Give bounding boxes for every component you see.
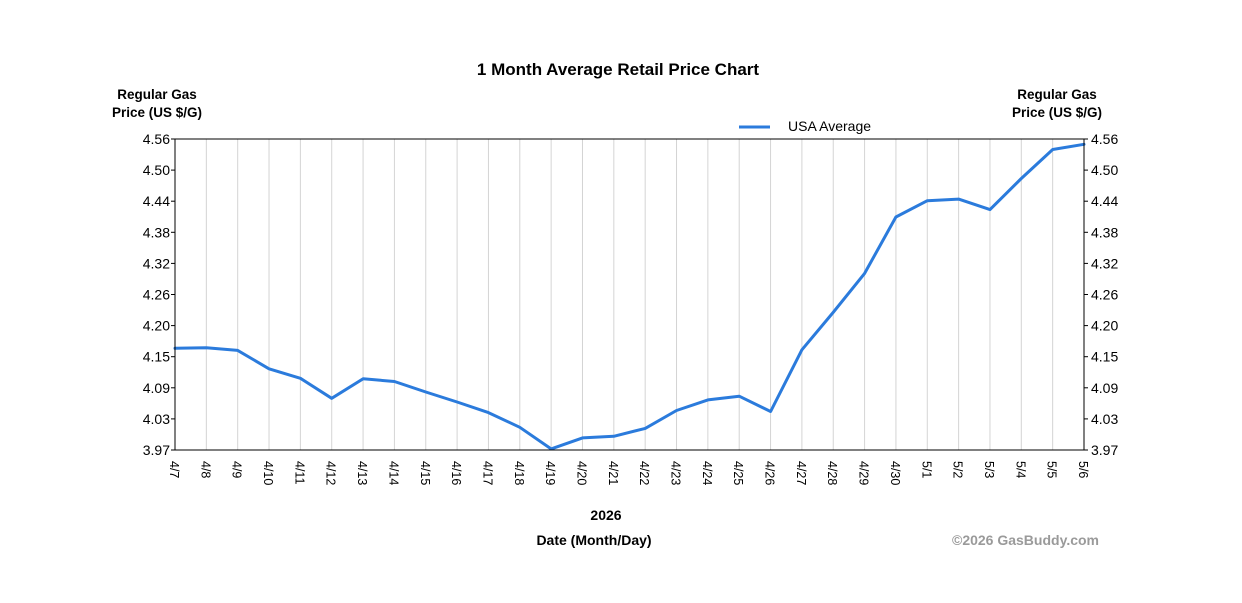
y-tick-label-left: 4.15 [143,349,170,365]
y-axis-label-right-line2: Price (US $/G) [1012,105,1102,120]
x-tick-label: 5/3 [982,461,996,478]
x-tick-label: 4/11 [292,461,306,484]
x-tick-label: 4/19 [543,461,557,485]
y-tick-label-right: 4.44 [1091,193,1118,209]
x-tick-label: 4/28 [825,461,839,485]
x-axis-label: Date (Month/Day) [536,532,651,548]
x-tick-label: 4/12 [324,461,338,485]
y-tick-label-right: 4.50 [1091,162,1118,178]
legend-label: USA Average [788,118,871,134]
x-tick-label: 5/1 [919,461,933,478]
x-tick-label: 4/29 [857,461,871,485]
legend: USA Average [739,118,871,134]
y-tick-label-right: 4.26 [1091,287,1118,303]
x-tick-label: 4/21 [606,461,620,485]
chart-title: 1 Month Average Retail Price Chart [477,60,759,79]
y-tick-label-left: 4.38 [143,224,170,240]
x-tick-label: 4/10 [261,461,275,485]
tick-layer: 4/7 4/8 4/9 4/10 4/11 4/12 4/13 4/14 4/15 4/16 4/1… [143,131,1119,485]
x-tick-label: 4/13 [355,461,369,485]
x-tick-label: 4/8 [198,461,212,478]
x-tick-label: 4/7 [167,461,181,478]
y-tick-label-left: 4.26 [143,287,170,303]
y-tick-label-right: 4.38 [1091,224,1118,240]
x-tick-label: 5/2 [951,461,965,478]
x-tick-label: 4/9 [230,461,244,478]
y-tick-label-right: 4.15 [1091,349,1118,365]
y-tick-label-right: 4.03 [1091,411,1118,427]
y-axis-label-left-line2: Price (US $/G) [112,105,202,120]
grid-lines [205,139,1054,450]
x-tick-label: 4/23 [669,461,683,485]
y-tick-label-right: 4.20 [1091,318,1118,334]
x-tick-label: 4/25 [731,461,745,485]
x-tick-label: 4/16 [449,461,463,485]
x-tick-label: 4/26 [763,461,777,485]
x-tick-label: 5/4 [1013,461,1027,478]
series-line-usa-average [173,142,1086,451]
x-tick-label: 4/14 [386,461,400,485]
y-tick-label-left: 4.03 [143,411,170,427]
y-tick-label-left: 4.32 [143,255,170,271]
x-tick-label: 5/5 [1045,461,1059,478]
x-tick-label: 4/30 [888,461,902,485]
plot-area-frame [174,138,1085,451]
x-tick-label: 4/15 [418,461,432,485]
x-tick-label: 4/17 [480,461,494,485]
x-tick-label: 4/22 [637,461,651,485]
x-axis-year-label: 2026 [590,507,621,523]
y-tick-label-right: 4.56 [1091,131,1118,147]
y-tick-label-right: 3.97 [1091,442,1118,458]
series-layer [173,142,1086,451]
y-tick-label-left: 4.20 [143,318,170,334]
y-tick-label-left: 4.44 [143,193,170,209]
x-tick-label: 4/18 [512,461,526,485]
y-tick-label-left: 4.50 [143,162,170,178]
y-tick-label-left: 4.09 [143,380,170,396]
y-tick-label-left: 3.97 [143,442,170,458]
y-axis-label-right-line1: Regular Gas [1017,87,1097,102]
y-tick-label-left: 4.56 [143,131,170,147]
x-tick-label: 4/20 [574,461,588,485]
x-tick-label: 4/27 [794,461,808,485]
x-tick-label: 4/24 [700,461,714,485]
y-axis-label-left-line1: Regular Gas [117,87,197,102]
y-tick-label-right: 4.09 [1091,380,1118,396]
y-tick-label-right: 4.32 [1091,255,1118,271]
x-tick-label: 5/6 [1076,461,1090,478]
copyright-text: ©2026 GasBuddy.com [952,532,1099,548]
